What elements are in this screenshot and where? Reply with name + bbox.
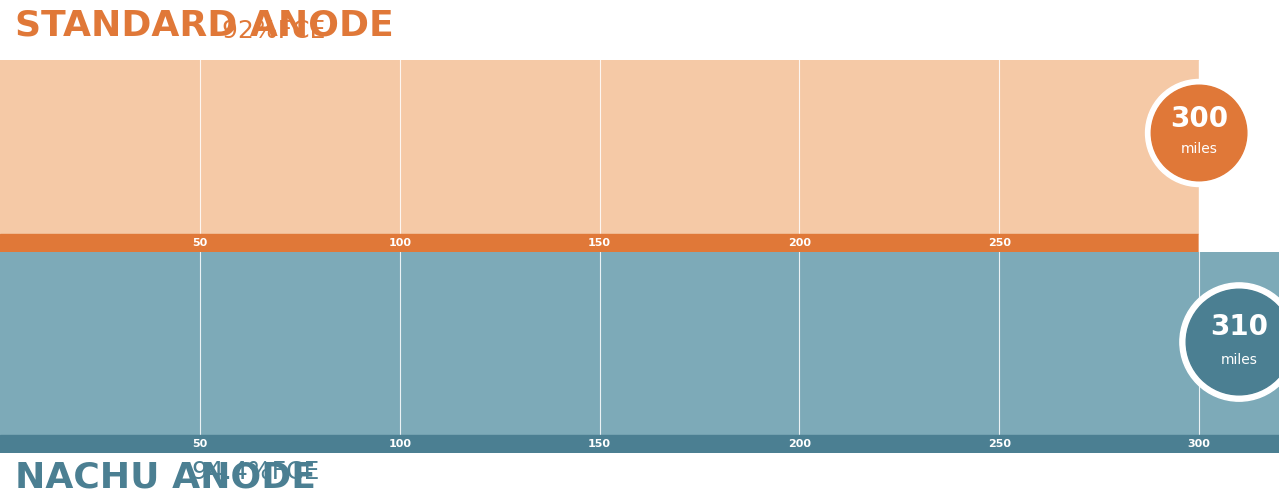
Text: NACHU ANODE: NACHU ANODE xyxy=(15,460,316,494)
Text: miles: miles xyxy=(1220,353,1257,367)
Text: 200: 200 xyxy=(788,439,811,449)
Bar xyxy=(0,234,1279,252)
Text: 150: 150 xyxy=(588,238,611,248)
Text: 50: 50 xyxy=(192,238,207,248)
Text: 50: 50 xyxy=(192,439,207,449)
Text: 150: 150 xyxy=(588,439,611,449)
Text: 300: 300 xyxy=(1188,439,1210,449)
Bar xyxy=(1200,60,1279,252)
Text: 92%FCE: 92%FCE xyxy=(214,19,325,43)
Text: 100: 100 xyxy=(389,238,411,248)
Text: 310: 310 xyxy=(1210,313,1267,341)
Bar xyxy=(1200,234,1279,252)
Text: 250: 250 xyxy=(987,238,1010,248)
Text: 250: 250 xyxy=(987,439,1010,449)
Text: 200: 200 xyxy=(788,238,811,248)
Text: 100: 100 xyxy=(389,439,411,449)
Text: 94.4%FCE: 94.4%FCE xyxy=(184,460,320,484)
Text: 300: 300 xyxy=(1170,105,1228,133)
Text: miles: miles xyxy=(1181,142,1218,156)
Text: STANDARD ANODE: STANDARD ANODE xyxy=(15,9,394,43)
Bar xyxy=(0,435,1279,453)
